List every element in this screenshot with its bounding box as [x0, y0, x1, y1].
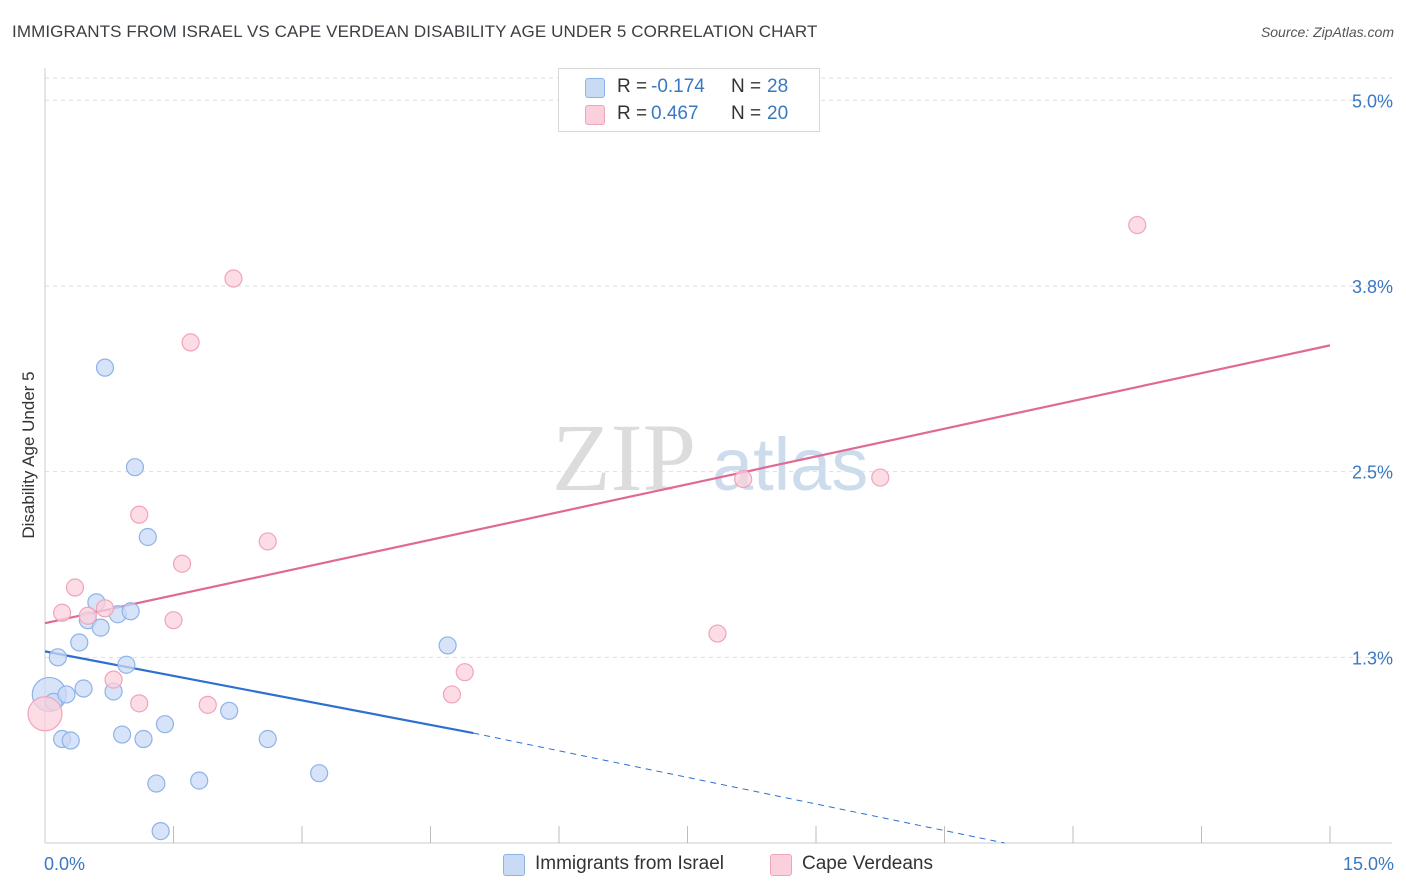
legend-swatch-cape-verdean — [770, 854, 792, 876]
r-value: -0.174 — [651, 76, 705, 97]
data-point-cape-verdean — [708, 624, 727, 643]
data-point-cape-verdean — [65, 578, 85, 597]
data-point-cape-verdean — [181, 333, 200, 352]
n-value: 28 — [767, 76, 789, 97]
y-tick-label: 1.3% — [1352, 648, 1393, 668]
data-point-israel — [151, 822, 170, 841]
data-point-cape-verdean — [871, 468, 890, 487]
data-point-israel — [190, 771, 209, 790]
data-point-cape-verdean — [130, 505, 149, 524]
watermark-zip: ZIP — [552, 404, 696, 511]
data-point-cape-verdean — [27, 696, 63, 732]
data-point-cape-verdean — [95, 599, 115, 618]
legend-swatch-israel — [503, 854, 525, 876]
data-point-cape-verdean — [164, 611, 183, 630]
trend-line-cape-verdean — [44, 344, 1331, 625]
y-axis-label: Disability Age Under 5 — [19, 371, 38, 538]
data-point-israel — [125, 458, 145, 477]
legend-label: Cape Verdeans — [802, 853, 933, 874]
watermark: ZIP atlas — [552, 404, 868, 511]
data-point-israel — [61, 731, 80, 750]
r-label: R = — [617, 103, 648, 124]
data-point-cape-verdean — [224, 269, 243, 288]
trend-line-israel-extension — [473, 732, 1005, 844]
data-point-israel — [134, 729, 153, 749]
data-point-israel — [258, 729, 277, 749]
data-point-cape-verdean — [442, 685, 462, 704]
n-value: 20 — [767, 103, 789, 124]
source-label: Source: ZipAtlas.com — [1260, 24, 1394, 40]
legend-row-israel: R = -0.174 N = 28 — [559, 74, 819, 100]
data-point-cape-verdean — [53, 603, 72, 622]
data-point-cape-verdean — [198, 695, 217, 714]
data-point-israel — [138, 527, 157, 547]
data-point-cape-verdean — [258, 532, 277, 551]
data-point-israel — [74, 679, 93, 698]
data-point-cape-verdean — [172, 554, 192, 573]
y-tick-label: 2.5% — [1352, 463, 1393, 483]
correlation-legend: R = -0.174 N = 28 R = 0.467 N = 20 — [558, 68, 820, 132]
data-point-israel — [70, 633, 89, 652]
y-tick-label: 5.0% — [1352, 91, 1393, 111]
data-point-israel — [48, 648, 67, 667]
data-point-israel — [91, 618, 110, 637]
series-legend: Immigrants from Israel Cape Verdeans — [0, 852, 1406, 878]
data-point-cape-verdean — [130, 694, 149, 713]
data-point-israel — [112, 725, 132, 744]
n-label: N = — [731, 76, 762, 97]
data-point-cape-verdean — [1128, 215, 1147, 235]
data-point-israel — [438, 636, 457, 655]
data-point-israel — [117, 655, 136, 674]
chart-title: IMMIGRANTS FROM ISRAEL VS CAPE VERDEAN D… — [12, 22, 818, 41]
data-point-israel — [95, 358, 115, 377]
legend-row-cape-verdean: R = 0.467 N = 20 — [559, 101, 819, 127]
data-point-cape-verdean — [455, 663, 474, 682]
y-tick-label: 3.8% — [1352, 277, 1393, 297]
data-point-israel — [310, 764, 329, 783]
r-value: 0.467 — [651, 103, 699, 124]
trend-line-israel — [44, 650, 474, 735]
data-point-israel — [155, 715, 175, 734]
legend-swatch-cape-verdean — [585, 105, 605, 125]
data-point-cape-verdean — [78, 606, 97, 625]
x-tick-label: 0.0% — [44, 854, 85, 874]
legend-label: Immigrants from Israel — [535, 853, 724, 874]
data-point-cape-verdean — [104, 670, 123, 689]
data-point-cape-verdean — [734, 469, 753, 489]
x-tick-label: 15.0% — [1343, 854, 1394, 874]
r-label: R = — [617, 76, 648, 97]
data-point-israel — [147, 774, 166, 793]
legend-swatch-israel — [585, 78, 605, 98]
n-label: N = — [731, 103, 762, 124]
data-point-israel — [121, 602, 140, 621]
watermark-atlas: atlas — [712, 423, 868, 506]
data-point-israel — [57, 685, 76, 704]
data-point-israel — [220, 701, 239, 720]
